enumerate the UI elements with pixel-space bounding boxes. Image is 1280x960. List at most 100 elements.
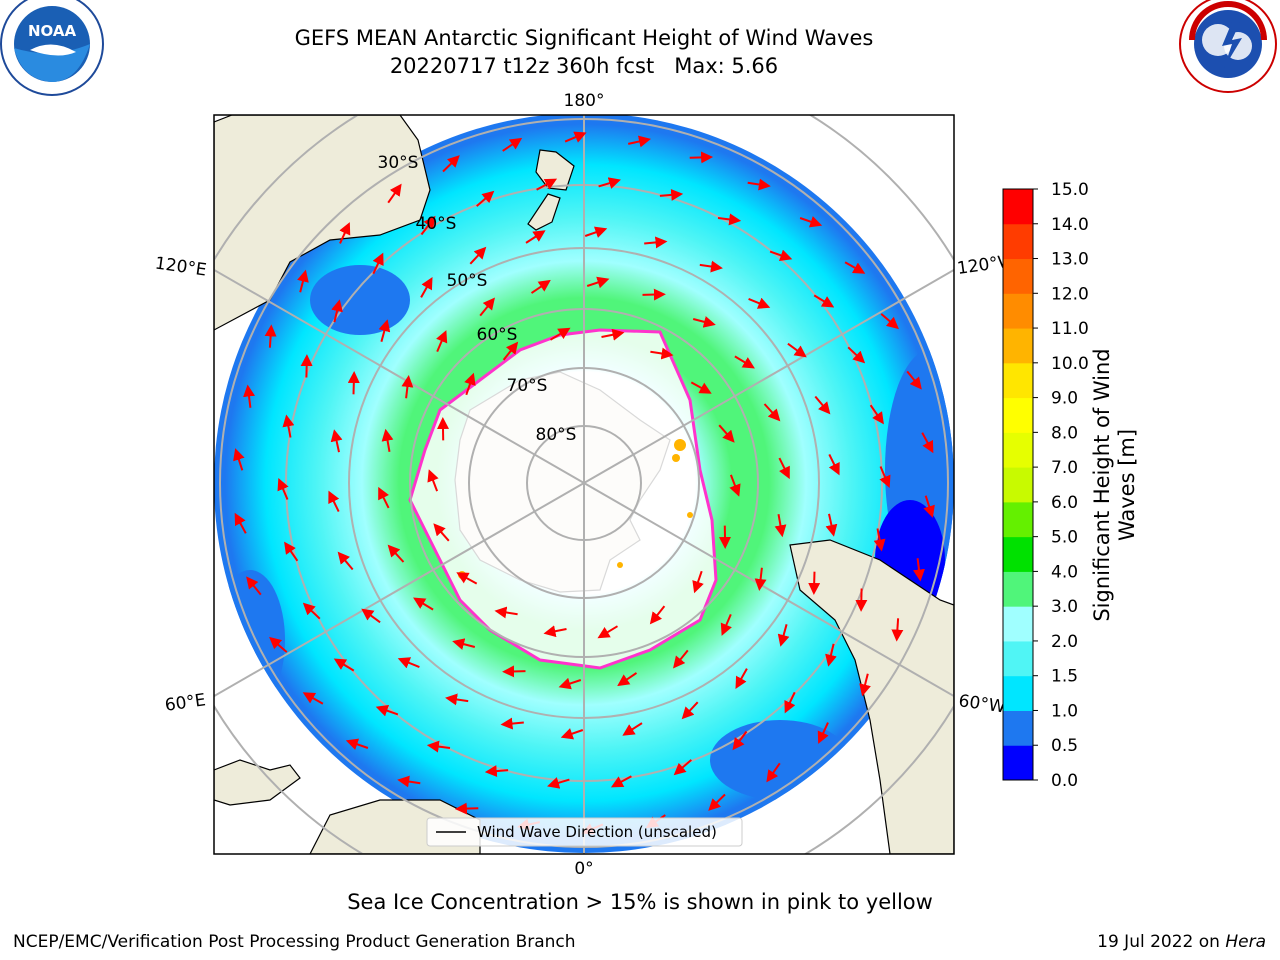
wave-direction-arrow	[282, 414, 295, 438]
wave-direction-arrow	[330, 429, 343, 453]
wave-direction-arrow	[433, 523, 450, 542]
wave-direction-arrow	[269, 636, 288, 653]
wave-direction-arrow	[549, 327, 571, 341]
wave-direction-arrow	[536, 178, 558, 191]
wave-direction-arrow	[331, 299, 343, 323]
wave-direction-arrow	[484, 765, 509, 778]
wave-direction-arrow	[361, 608, 381, 624]
wave-direction-arrow	[345, 738, 369, 750]
colorbar-tick-label: 7.0	[1051, 458, 1078, 478]
colorbar-swatch	[1003, 640, 1033, 677]
wave-direction-arrow	[708, 793, 726, 811]
map-frame	[213, 114, 955, 855]
sea-ice-note: Sea Ice Concentration > 15% is shown in …	[347, 890, 933, 914]
meridian-label-60e: 60°E	[164, 690, 207, 715]
colorbar-tick-label: 9.0	[1051, 389, 1078, 409]
wave-direction-arrow	[564, 131, 587, 143]
wave-direction-arrow	[692, 316, 716, 328]
wave-direction-arrow	[502, 665, 526, 678]
wave-direction-arrow	[586, 276, 610, 289]
wave-direction-arrow	[234, 512, 247, 534]
colorbar-tick-label: 10.0	[1051, 354, 1089, 374]
wave-direction-arrow	[825, 643, 837, 667]
wave-direction-arrow	[813, 294, 835, 308]
wave-direction-arrow	[766, 762, 781, 783]
colorbar-tick-label: 0.0	[1051, 771, 1078, 791]
colorbar-tick-label: 0.5	[1051, 736, 1078, 756]
wave-direction-arrow	[233, 448, 245, 471]
colorbar-swatch	[1003, 675, 1033, 711]
wave-direction-arrow	[847, 346, 866, 364]
wave-direction-arrow	[650, 347, 674, 360]
wave-direction-arrow	[622, 722, 643, 736]
national-weather-service-logo	[1179, 0, 1277, 93]
wave-direction-arrow	[649, 605, 666, 625]
wave-direction-arrow	[543, 625, 567, 638]
colorbar-swatch	[1003, 710, 1033, 746]
colorbar-tick-label: 8.0	[1051, 423, 1078, 443]
wave-direction-arrow	[397, 657, 420, 669]
colorbar-swatch	[1003, 328, 1033, 364]
legend-label: Wind Wave Direction (unscaled)	[477, 823, 717, 841]
wave-direction-arrow	[494, 606, 518, 619]
colorbar-swatch	[1003, 536, 1033, 572]
wave-direction-arrow	[375, 704, 399, 717]
colorbar-swatch	[1003, 258, 1033, 294]
map-area	[214, 115, 954, 854]
wave-direction-arrow	[828, 453, 840, 476]
wave-direction-arrow	[420, 276, 433, 298]
wave-direction-arrow	[601, 328, 625, 341]
colorbar-swatch	[1003, 501, 1033, 538]
wave-direction-arrow	[754, 567, 767, 591]
parallel-label-30s: 30°S	[378, 153, 419, 173]
wave-direction-arrow	[479, 297, 495, 317]
noaa-logo-text: NOAA	[28, 22, 77, 40]
wave-direction-arrow	[401, 375, 414, 399]
wave-direction-arrow	[413, 597, 434, 611]
wave-direction-arrow	[339, 222, 351, 244]
wave-direction-arrow	[729, 474, 741, 497]
wave-direction-arrow	[778, 457, 790, 480]
wave-direction-arrow	[452, 638, 476, 650]
wave-direction-arrow	[333, 658, 355, 672]
wave-direction-arrow	[378, 319, 391, 342]
wave-direction-arrow	[598, 177, 621, 189]
wave-direction-arrow	[873, 528, 886, 552]
wave-direction-arrow	[787, 342, 807, 358]
land-australia	[214, 115, 431, 331]
wave-direction-arrow	[420, 215, 436, 236]
wave-direction-arrow	[284, 541, 299, 562]
wind-wave-arrows	[233, 131, 935, 835]
wave-direction-arrow	[718, 424, 735, 443]
wave-direction-arrow	[617, 672, 638, 687]
wave-direction-arrow	[547, 777, 570, 789]
wave-direction-arrow	[476, 190, 495, 207]
chart-title: GEFS MEAN Antarctic Significant Height o…	[294, 26, 874, 50]
footer-host: Hera	[1225, 932, 1266, 952]
wave-direction-arrow	[659, 188, 684, 201]
colorbar-swatch	[1003, 571, 1033, 607]
wave-direction-arrow	[799, 216, 823, 228]
land-south-america	[789, 539, 954, 854]
land-new-zealand-south	[527, 193, 561, 231]
footer-date-text: 19 Jul 2022 on	[1097, 932, 1226, 952]
wave-direction-arrow	[302, 692, 324, 705]
colorbar-tick-label: 2.0	[1051, 632, 1078, 652]
wave-direction-arrow	[454, 802, 479, 815]
meridian-label-60w: 60°W	[957, 691, 1006, 717]
colorbar-frame	[1002, 188, 1034, 781]
wave-direction-arrow	[397, 775, 421, 788]
colorbar-swatch	[1003, 189, 1033, 225]
parallel-label-40s: 40°S	[416, 214, 457, 234]
colorbar-swatch	[1003, 362, 1033, 399]
colorbar-swatch	[1003, 432, 1033, 468]
colorbar-swatch	[1003, 223, 1033, 260]
wave-direction-arrow	[642, 288, 666, 301]
wave-direction-arrow	[747, 178, 771, 191]
wave-direction-arrow	[502, 341, 519, 361]
parallel-label-50s: 50°S	[447, 271, 488, 291]
noaa-logo: NOAA	[0, 0, 104, 96]
colorbar-tick-label: 4.0	[1051, 562, 1078, 582]
wave-direction-arrow	[243, 384, 255, 408]
